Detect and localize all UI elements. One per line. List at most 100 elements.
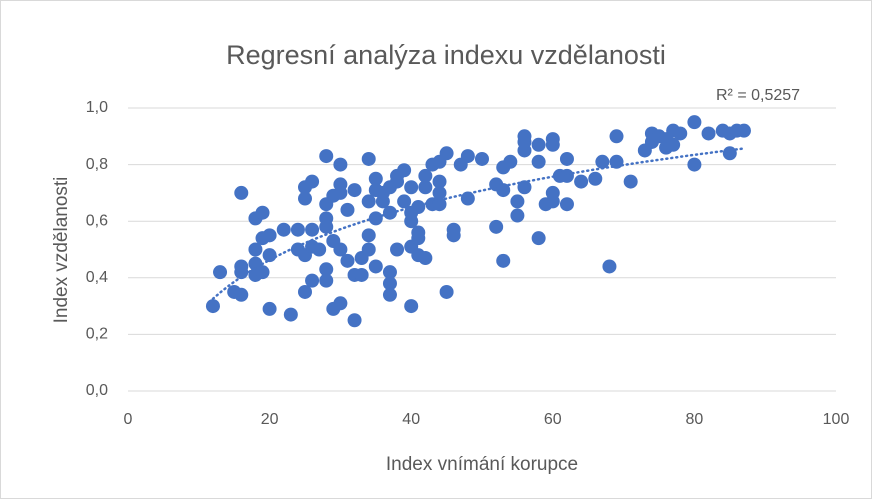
- point: [559, 197, 574, 212]
- point: [736, 123, 751, 138]
- point: [368, 211, 383, 226]
- point: [439, 284, 454, 299]
- point: [319, 262, 334, 277]
- point: [262, 301, 277, 316]
- point: [687, 157, 702, 172]
- point: [531, 137, 546, 152]
- point: [319, 149, 334, 164]
- point: [432, 185, 447, 200]
- point: [213, 265, 228, 280]
- point: [340, 202, 355, 217]
- point: [489, 219, 504, 234]
- point: [255, 205, 270, 220]
- point: [397, 194, 412, 209]
- x-tick-label: 80: [686, 411, 704, 428]
- point: [559, 168, 574, 183]
- point: [382, 265, 397, 280]
- point: [276, 222, 291, 237]
- point: [602, 259, 617, 274]
- point: [666, 137, 681, 152]
- point: [439, 146, 454, 161]
- point: [361, 228, 376, 243]
- point: [531, 231, 546, 246]
- point: [333, 157, 348, 172]
- point: [595, 154, 610, 169]
- point: [432, 174, 447, 189]
- point: [361, 242, 376, 257]
- point: [361, 194, 376, 209]
- point: [312, 242, 327, 257]
- x-tick-label: 40: [402, 411, 420, 428]
- point: [290, 222, 305, 237]
- point: [475, 151, 489, 166]
- point: [559, 151, 574, 166]
- point: [340, 253, 355, 268]
- point: [418, 250, 433, 265]
- point: [517, 129, 532, 144]
- chart-title: Regresní analýza indexu vzdělanosti: [226, 40, 666, 70]
- point: [687, 115, 702, 130]
- point: [305, 174, 320, 189]
- point: [368, 259, 383, 274]
- point: [333, 185, 348, 200]
- point: [354, 267, 369, 282]
- y-tick-label: 0,4: [86, 269, 108, 286]
- point: [368, 171, 383, 186]
- r-squared-label: R² = 0,5257: [716, 87, 800, 104]
- point: [404, 180, 419, 195]
- point: [701, 126, 716, 141]
- point: [255, 265, 270, 280]
- x-tick-label: 100: [823, 411, 850, 428]
- point: [609, 129, 624, 144]
- point: [262, 248, 277, 263]
- point: [588, 171, 603, 186]
- point: [234, 287, 249, 302]
- point: [375, 194, 390, 209]
- point: [319, 273, 334, 288]
- point: [411, 200, 426, 215]
- point: [531, 154, 546, 169]
- point: [283, 307, 298, 322]
- point: [248, 242, 263, 257]
- point: [517, 180, 532, 195]
- point: [574, 174, 589, 189]
- point: [503, 154, 518, 169]
- y-tick-label: 0,2: [86, 326, 108, 343]
- point: [347, 313, 362, 328]
- point: [460, 191, 475, 206]
- y-tick-label: 0,6: [86, 212, 108, 229]
- point: [390, 242, 405, 257]
- point: [262, 228, 277, 243]
- point: [382, 287, 397, 302]
- x-tick-label: 0: [124, 411, 133, 428]
- point: [609, 154, 624, 169]
- point: [305, 222, 320, 237]
- point: [305, 273, 320, 288]
- x-axis-title: Index vnímání korupce: [386, 454, 578, 475]
- point: [333, 242, 348, 257]
- point: [418, 180, 433, 195]
- point: [623, 174, 638, 189]
- point: [382, 276, 397, 291]
- point: [347, 183, 362, 198]
- y-tick-label: 0,0: [86, 382, 108, 399]
- point: [496, 253, 511, 268]
- point: [411, 225, 426, 240]
- point: [418, 168, 433, 183]
- point: [205, 299, 220, 314]
- point: [298, 284, 312, 299]
- point: [234, 259, 249, 274]
- x-tick-label: 60: [544, 411, 562, 428]
- point: [298, 191, 312, 206]
- point: [234, 185, 249, 200]
- x-tick-label: 20: [261, 411, 279, 428]
- point: [404, 299, 419, 314]
- point: [722, 146, 737, 161]
- trendline: [211, 147, 746, 300]
- point: [510, 194, 525, 209]
- point: [545, 185, 560, 200]
- point: [446, 222, 461, 237]
- y-tick-label: 1,0: [86, 99, 108, 116]
